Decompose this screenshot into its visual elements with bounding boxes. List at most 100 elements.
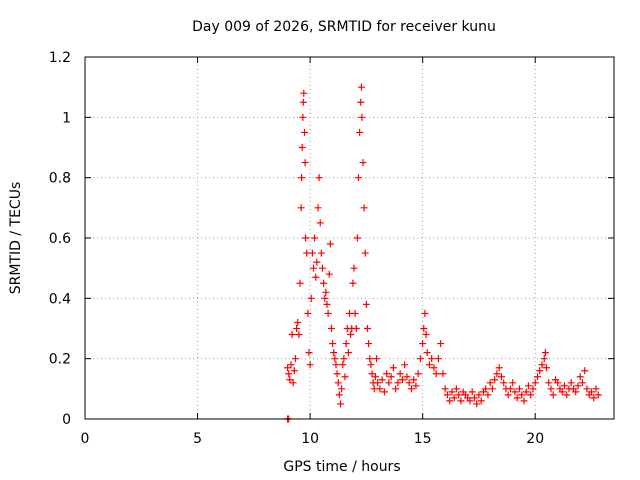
- data-point: [470, 394, 478, 402]
- y-tick-label: 0.6: [49, 231, 71, 247]
- data-point: [549, 391, 557, 399]
- data-point: [368, 370, 376, 378]
- data-point: [493, 370, 501, 378]
- data-point: [407, 385, 415, 393]
- data-point: [378, 376, 386, 384]
- data-point: [290, 367, 298, 375]
- data-point: [356, 128, 364, 136]
- data-point: [389, 364, 397, 372]
- data-point: [392, 385, 400, 393]
- data-point: [329, 340, 337, 348]
- data-point: [305, 349, 313, 357]
- data-point: [318, 264, 326, 272]
- data-point: [325, 270, 333, 278]
- data-point: [482, 385, 490, 393]
- data-point: [380, 388, 388, 396]
- data-point: [297, 204, 305, 212]
- data-point: [344, 349, 352, 357]
- data-point: [285, 370, 293, 378]
- data-point: [330, 349, 338, 357]
- data-point: [515, 385, 523, 393]
- data-point: [350, 264, 358, 272]
- data-point: [457, 397, 465, 405]
- x-tick-label: 5: [193, 431, 202, 447]
- data-point: [504, 391, 512, 399]
- data-point: [518, 391, 526, 399]
- data-point: [341, 373, 349, 381]
- data-point: [536, 367, 544, 375]
- data-point: [455, 391, 463, 399]
- data-point: [509, 379, 517, 387]
- data-point: [524, 382, 532, 390]
- data-point: [563, 391, 571, 399]
- data-point: [387, 373, 395, 381]
- data-point: [511, 388, 519, 396]
- data-point: [311, 234, 319, 242]
- data-point: [452, 385, 460, 393]
- data-point: [359, 159, 367, 167]
- y-tick-label: 1.2: [49, 50, 71, 66]
- data-point: [353, 234, 361, 242]
- data-point: [574, 382, 582, 390]
- data-point: [307, 294, 315, 302]
- data-point: [312, 273, 320, 281]
- data-point: [300, 128, 308, 136]
- data-point: [326, 240, 334, 248]
- data-point: [419, 340, 427, 348]
- data-point: [301, 159, 309, 167]
- data-point: [538, 361, 546, 369]
- data-point: [491, 376, 499, 384]
- data-point: [484, 391, 492, 399]
- y-axis-label: SRMTID / TECUs: [8, 182, 24, 295]
- y-tick-label: 1: [62, 110, 71, 126]
- data-point: [339, 361, 347, 369]
- data-point: [322, 288, 330, 296]
- data-point: [385, 379, 393, 387]
- data-point: [284, 364, 292, 372]
- data-point: [335, 391, 343, 399]
- x-tick-label: 0: [81, 431, 90, 447]
- data-point: [296, 279, 304, 287]
- data-point: [587, 388, 595, 396]
- data-point: [299, 98, 307, 106]
- x-tick-label: 10: [301, 431, 319, 447]
- data-point: [376, 385, 384, 393]
- data-point: [398, 376, 406, 384]
- data-point: [547, 385, 555, 393]
- data-point: [541, 349, 549, 357]
- data-point: [590, 394, 598, 402]
- data-point: [439, 370, 447, 378]
- data-point: [520, 397, 528, 405]
- data-point: [336, 400, 344, 408]
- data-point: [331, 355, 339, 363]
- data-point: [357, 83, 365, 91]
- data-point: [432, 370, 440, 378]
- data-point: [434, 355, 442, 363]
- y-tick-label: 0.2: [49, 352, 71, 368]
- data-point: [437, 340, 445, 348]
- data-point: [293, 325, 301, 332]
- data-point: [304, 309, 312, 317]
- data-point: [540, 355, 548, 363]
- data-point: [405, 379, 413, 387]
- data-point: [317, 249, 325, 257]
- data-point: [309, 264, 317, 272]
- data-point: [299, 113, 307, 121]
- data-point: [522, 388, 530, 396]
- data-point: [594, 391, 602, 399]
- data-point: [362, 300, 370, 308]
- grid: [85, 57, 614, 419]
- data-point: [422, 331, 430, 339]
- data-point: [441, 385, 449, 393]
- data-point: [355, 174, 363, 182]
- data-point: [313, 258, 321, 266]
- data-point: [314, 204, 322, 212]
- data-point: [401, 361, 409, 369]
- data-point: [416, 355, 424, 363]
- data-point: [361, 249, 369, 257]
- data-point: [396, 370, 404, 378]
- data-point: [529, 385, 537, 393]
- data-point: [506, 385, 514, 393]
- data-point: [428, 355, 436, 363]
